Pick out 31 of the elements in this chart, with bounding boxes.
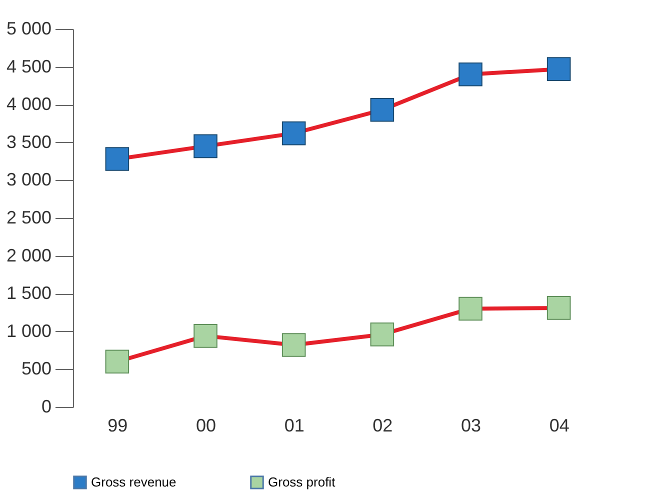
point	[546, 57, 571, 81]
y-tick-label: 2 500	[6, 208, 52, 228]
point	[370, 98, 394, 122]
point	[458, 62, 482, 86]
x-tick-label: 00	[196, 416, 216, 436]
y-tick-label: 0	[41, 396, 52, 416]
y-tick-label: 500	[21, 358, 52, 379]
legend-label: Gross profit	[268, 474, 336, 490]
y-tick-label: 5 000	[6, 18, 52, 38]
x-tick-label: 03	[460, 416, 482, 436]
x-tick-label: 01	[284, 416, 304, 436]
y-tick-label: 1 500	[6, 283, 52, 304]
y-tick-label: 3 500	[6, 132, 52, 152]
point	[370, 322, 394, 346]
y-tick-label: 4 000	[6, 94, 52, 114]
point	[546, 296, 571, 320]
point	[282, 333, 306, 357]
x-tick-label: 02	[372, 416, 393, 436]
point	[105, 147, 130, 171]
point	[282, 121, 306, 146]
x-tick-label: 04	[549, 416, 570, 436]
point	[194, 134, 218, 158]
point	[105, 350, 130, 374]
y-tick-label: 3 000	[6, 170, 52, 190]
y-tick-label: 2 000	[6, 245, 52, 266]
y-tick-label: 1 000	[6, 320, 52, 341]
point	[194, 324, 218, 348]
x-tick-label: 99	[108, 416, 128, 436]
y-tick-label: 4 500	[6, 56, 52, 76]
point	[458, 296, 482, 321]
legend-label: Gross revenue	[91, 474, 176, 490]
